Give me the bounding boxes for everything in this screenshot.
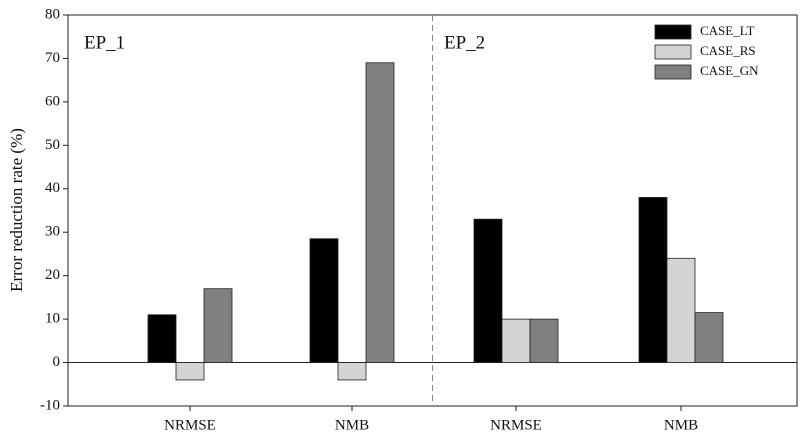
y-tick-label: 70 (45, 50, 60, 66)
panel-label: EP_2 (444, 32, 485, 53)
legend-label: CASE_GN (700, 63, 759, 78)
bar (309, 238, 339, 363)
legend-label: CASE_LT (700, 23, 754, 38)
x-tick-label: NMB (664, 417, 698, 433)
y-tick-label: 20 (45, 267, 60, 283)
y-tick-label: -10 (40, 397, 60, 413)
y-tick-label: 60 (45, 93, 60, 109)
legend-swatch (654, 24, 692, 40)
bar (694, 312, 724, 363)
y-tick-label: 10 (45, 311, 60, 327)
x-tick-label: NMB (335, 417, 369, 433)
x-tick-label: NRMSE (490, 417, 542, 433)
bar (638, 197, 668, 363)
bar (147, 314, 177, 363)
panel-label: EP_1 (84, 32, 125, 53)
legend-swatch (654, 64, 692, 80)
y-tick-label: 80 (45, 6, 60, 22)
bar (175, 362, 205, 381)
y-tick-label: 30 (45, 224, 60, 240)
y-tick-label: 40 (45, 180, 60, 196)
bar (473, 218, 503, 363)
legend-label: CASE_RS (700, 43, 756, 58)
y-axis-label: Error reduction rate (%) (7, 128, 26, 292)
y-tick-label: 50 (45, 137, 60, 153)
bar (203, 288, 233, 363)
y-tick-label: 0 (53, 354, 61, 370)
bar (337, 362, 367, 381)
bar (365, 62, 395, 363)
legend-swatch (654, 44, 692, 60)
bar (666, 257, 696, 363)
x-tick-label: NRMSE (164, 417, 216, 433)
bar (501, 318, 531, 363)
bar (529, 318, 559, 363)
